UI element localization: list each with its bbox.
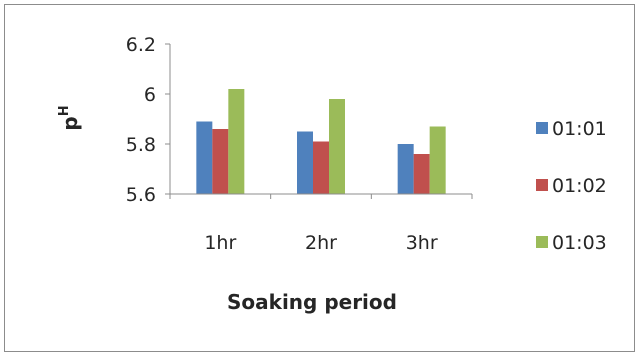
bar bbox=[196, 121, 213, 194]
legend-label: 01:02 bbox=[552, 175, 607, 197]
legend-swatch bbox=[536, 179, 548, 191]
legend-label: 01:03 bbox=[552, 232, 607, 254]
x-axis-title: Soaking period bbox=[227, 290, 397, 314]
legend-label: 01:01 bbox=[552, 118, 607, 140]
bars bbox=[196, 89, 446, 194]
legend-swatch bbox=[536, 122, 548, 134]
x-tick-label: 2hr bbox=[305, 232, 337, 254]
bar bbox=[297, 131, 313, 194]
y-tick-label: 5.6 bbox=[126, 184, 156, 206]
legend: 01:01 01:02 01:03 bbox=[536, 118, 607, 254]
bar bbox=[413, 154, 430, 194]
y-axis-title-main: p bbox=[58, 116, 82, 130]
y-tick-label: 6 bbox=[144, 84, 156, 106]
bar bbox=[313, 141, 329, 194]
bar bbox=[212, 129, 229, 194]
y-axis-title-superscript: H bbox=[57, 105, 72, 116]
y-tick-label: 6.2 bbox=[126, 34, 156, 56]
y-ticks: 5.6 5.8 6 6.2 bbox=[126, 34, 170, 206]
x-ticks: 1hr 2hr 3hr bbox=[169, 194, 473, 254]
bar bbox=[397, 144, 414, 194]
bar bbox=[329, 99, 345, 194]
bar bbox=[228, 89, 245, 194]
bar bbox=[429, 126, 446, 194]
x-tick-label: 1hr bbox=[204, 232, 236, 254]
x-tick-label: 3hr bbox=[406, 232, 438, 254]
y-axis-title: pH bbox=[57, 105, 82, 130]
legend-swatch bbox=[536, 236, 548, 248]
y-tick-label: 5.8 bbox=[126, 134, 156, 156]
